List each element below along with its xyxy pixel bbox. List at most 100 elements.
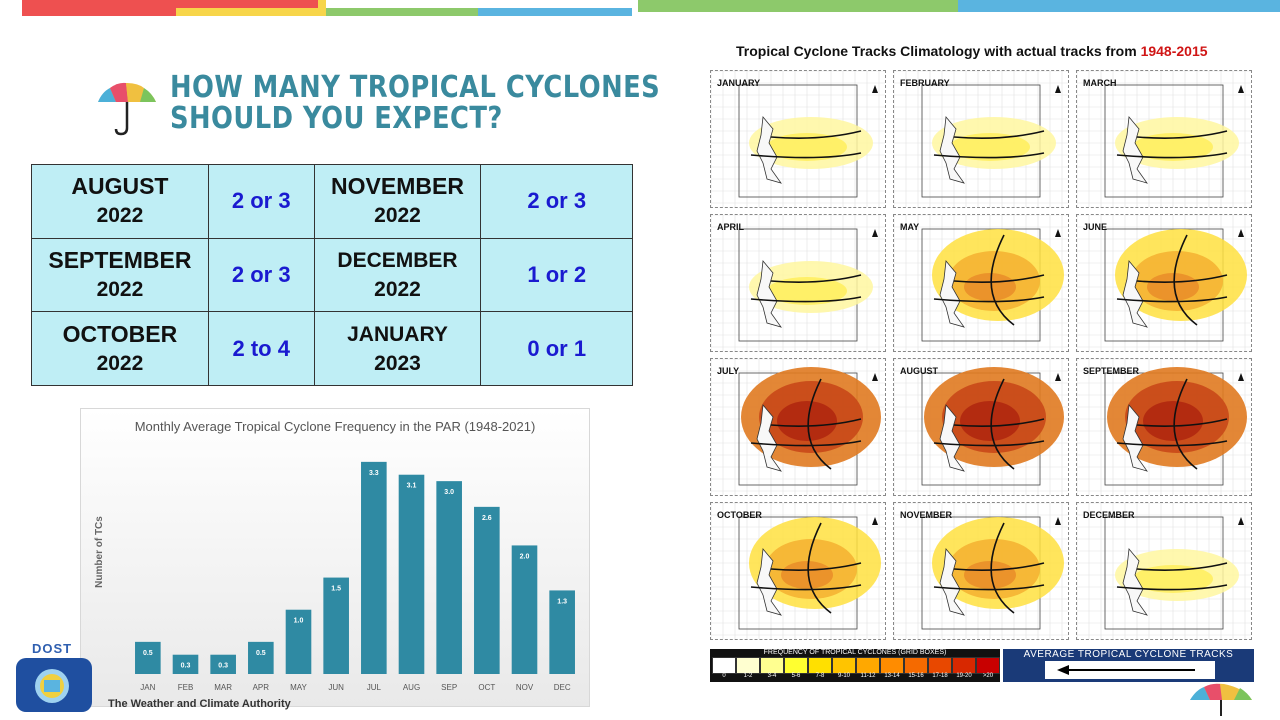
dost-pagasa-logo-icon <box>16 658 92 712</box>
legend-swatch <box>976 657 1000 674</box>
forecast-value: 2 or 3 <box>207 164 315 239</box>
forecast-value: 2 or 3 <box>207 237 315 313</box>
cyclone-track-map-icon <box>1077 215 1251 351</box>
legend-bin-label: 19-20 <box>956 673 972 679</box>
map-panel-label: JUNE <box>1083 222 1108 232</box>
climatology-title: Tropical Cyclone Tracks Climatology with… <box>736 43 1208 59</box>
bar-aug <box>398 474 425 674</box>
title-line-1: HOW MANY TROPICAL CYCLONES <box>170 70 661 105</box>
climatology-title-years: 1948-2015 <box>1140 43 1208 59</box>
bar-mar <box>210 654 236 674</box>
table-row: AUGUST 2022 2 or 3 NOVEMBER 2022 2 or 3 <box>31 164 633 239</box>
data-label-oct: 2.6 <box>482 515 492 522</box>
top-strip-yellow2 <box>176 8 326 16</box>
frequency-legend-swatches <box>712 657 1000 674</box>
data-label-dec: 1.3 <box>557 598 567 605</box>
month-year: 2022 <box>96 204 144 228</box>
map-panel-april: APRIL <box>710 214 886 352</box>
month-cell: DECEMBER 2022 <box>313 237 482 313</box>
x-tick-label-oct: OCT <box>478 683 495 692</box>
month-year: 2022 <box>374 204 421 228</box>
bar-oct <box>474 506 500 674</box>
map-panel-october: OCTOBER <box>710 502 886 640</box>
forecast-value: 2 or 3 <box>480 164 633 239</box>
map-panel-january: JANUARY <box>710 70 886 208</box>
data-label-may: 1.0 <box>294 618 304 625</box>
legend-swatch <box>760 657 784 674</box>
table-row: SEPTEMBER 2022 2 or 3 DECEMBER 2022 1 or 2 <box>31 237 633 313</box>
top-strip-green <box>326 8 478 16</box>
x-tick-label-may: MAY <box>290 683 307 692</box>
month-year: 2023 <box>374 351 421 375</box>
map-panel-july: JULY <box>710 358 886 496</box>
map-panel-label: APRIL <box>717 222 744 232</box>
cyclone-track-map-icon <box>894 71 1068 207</box>
data-label-sep: 3.0 <box>444 489 454 496</box>
map-panel-label: JANUARY <box>717 78 761 88</box>
climatology-title-text: Tropical Cyclone Tracks Climatology with… <box>736 43 1137 59</box>
map-panel-march: MARCH <box>1076 70 1252 208</box>
agency-tagline: The Weather and Climate Authority <box>108 698 291 710</box>
legend-bin-label: 9-10 <box>837 673 850 679</box>
data-label-aug: 3.1 <box>407 483 417 490</box>
legend-swatch <box>736 657 760 674</box>
top-strip-yellow <box>318 0 326 8</box>
climatology-map-grid: JANUARY FEBRUARY MARCH APRIL MAY JUNE JULY AUGU… <box>710 70 1252 646</box>
legend-bin-label: 11-12 <box>860 673 876 679</box>
legend-swatch <box>880 657 904 674</box>
bar-nov <box>511 545 538 674</box>
legend-swatch <box>808 657 832 674</box>
umbrella-logo-icon <box>98 82 156 136</box>
month-name: NOVEMBER <box>331 173 464 200</box>
forecast-table: AUGUST 2022 2 or 3 NOVEMBER 2022 2 or 3 SE… <box>31 164 633 386</box>
x-tick-label-jul: JUL <box>367 683 382 692</box>
data-label-mar: 0.3 <box>218 663 228 670</box>
month-name: AUGUST <box>71 173 169 200</box>
umbrella-decoration-icon <box>1190 683 1252 716</box>
map-panel-november: NOVEMBER <box>893 502 1069 640</box>
map-panel-label: OCTOBER <box>717 510 762 520</box>
month-name: OCTOBER <box>62 320 178 347</box>
map-panel-label: JULY <box>717 366 740 376</box>
tracks-legend-title: AVERAGE TROPICAL CYCLONE TRACKS <box>1023 649 1234 660</box>
legend-swatch <box>712 657 736 674</box>
bar-feb <box>172 654 199 674</box>
month-cell: OCTOBER 2022 <box>31 311 209 386</box>
legend-bin-label: 1-2 <box>743 673 753 679</box>
map-panel-label: NOVEMBER <box>900 510 953 520</box>
legend-swatch <box>952 657 976 674</box>
legend-bin-label: 13-14 <box>884 673 900 679</box>
x-tick-label-mar: MAR <box>214 683 232 692</box>
cyclone-track-map-icon <box>711 503 885 639</box>
data-label-jul: 3.3 <box>369 470 379 477</box>
bar-may <box>285 609 312 674</box>
legend-bin-label: 5-6 <box>791 673 801 679</box>
map-panel-label: FEBRUARY <box>900 78 950 88</box>
cyclone-track-map-icon <box>711 71 885 207</box>
map-panel-label: SEPTEMBER <box>1083 366 1140 376</box>
month-name: DECEMBER <box>337 248 458 272</box>
x-tick-label-nov: NOV <box>516 683 534 692</box>
left-arrow-icon <box>1057 665 1195 675</box>
legend-bin-label: 15-16 <box>908 673 924 679</box>
tracks-legend-swatch <box>1045 661 1215 679</box>
bar-jan <box>135 641 161 674</box>
x-tick-label-jun: JUN <box>328 683 344 692</box>
frequency-legend-title: FREQUENCY OF TROPICAL CYCLONES (GRID BOX… <box>763 649 947 656</box>
forecast-value: 0 or 1 <box>480 311 633 386</box>
chart-title: Monthly Average Tropical Cyclone Frequen… <box>135 419 536 434</box>
month-cell: NOVEMBER 2022 <box>313 164 482 239</box>
x-tick-label-sep: SEP <box>441 683 457 692</box>
data-label-jun: 1.5 <box>331 586 341 593</box>
cyclone-track-map-icon <box>711 215 885 351</box>
legend-swatch <box>904 657 928 674</box>
data-label-nov: 2.0 <box>520 553 530 560</box>
map-panel-label: MARCH <box>1083 78 1117 88</box>
bar-dec <box>549 590 575 674</box>
agency-short-name: DOST <box>32 641 73 656</box>
map-panel-august: AUGUST <box>893 358 1069 496</box>
legend-bin-label: >20 <box>982 673 994 679</box>
bar-jul <box>361 461 387 674</box>
frequency-legend-labels: 0 1-2 3-4 5-6 7-8 9-10 11-12 13-14 15-16 17-18 19-… <box>712 673 1000 679</box>
bar-sep <box>436 481 462 674</box>
